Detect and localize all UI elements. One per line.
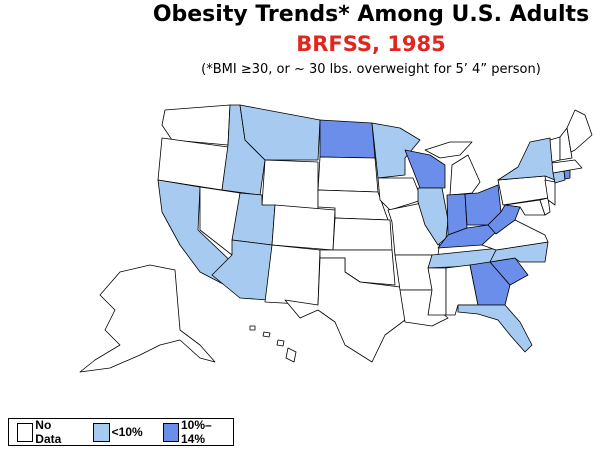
map-footnote: (*BMI ≥30, or ~ 30 lbs. overweight for 5… xyxy=(201,62,541,77)
state-ri xyxy=(563,169,571,180)
legend-label-lt10: <10% xyxy=(111,425,143,439)
map-title: Obesity Trends* Among U.S. Adults xyxy=(152,2,590,27)
map-subtitle: BRFSS, 1985 xyxy=(296,32,446,56)
state-ia xyxy=(377,177,423,211)
state-fl xyxy=(457,304,533,353)
state-ga xyxy=(469,261,511,306)
state-nd xyxy=(319,119,376,159)
legend-swatch-lt10 xyxy=(93,422,110,442)
state-hi-big xyxy=(285,347,297,363)
state-mi-upper xyxy=(424,141,473,159)
state-co xyxy=(271,204,336,251)
state-ms xyxy=(427,267,447,316)
state-ny xyxy=(497,137,556,181)
state-de xyxy=(539,197,551,216)
state-il xyxy=(417,187,449,246)
state-az xyxy=(211,239,273,301)
state-ma xyxy=(551,159,583,174)
state-ak xyxy=(79,264,216,373)
state-wy xyxy=(261,159,319,211)
state-vt xyxy=(549,136,561,163)
state-md xyxy=(504,199,546,216)
legend-swatch-10to14 xyxy=(162,422,179,442)
state-hi-kauai xyxy=(249,325,256,331)
state-tx xyxy=(284,257,406,363)
legend-label-no-data: No Data xyxy=(35,418,62,446)
state-mi-lower xyxy=(449,154,481,196)
state-wa xyxy=(161,104,231,146)
state-nh xyxy=(559,127,573,161)
state-ks xyxy=(332,217,393,251)
state-hi-maui xyxy=(276,339,285,347)
state-hi-oahu xyxy=(262,331,271,338)
state-nm xyxy=(264,244,321,306)
legend-swatch-no-data xyxy=(17,422,34,442)
state-nj xyxy=(544,179,556,206)
state-mt xyxy=(239,104,321,161)
state-wi xyxy=(404,149,446,189)
state-sd xyxy=(317,156,379,193)
state-me xyxy=(566,109,593,153)
legend-label-10to14: 10%–14% xyxy=(180,418,212,446)
map-legend: No Data <10% 10%–14% xyxy=(8,418,234,446)
